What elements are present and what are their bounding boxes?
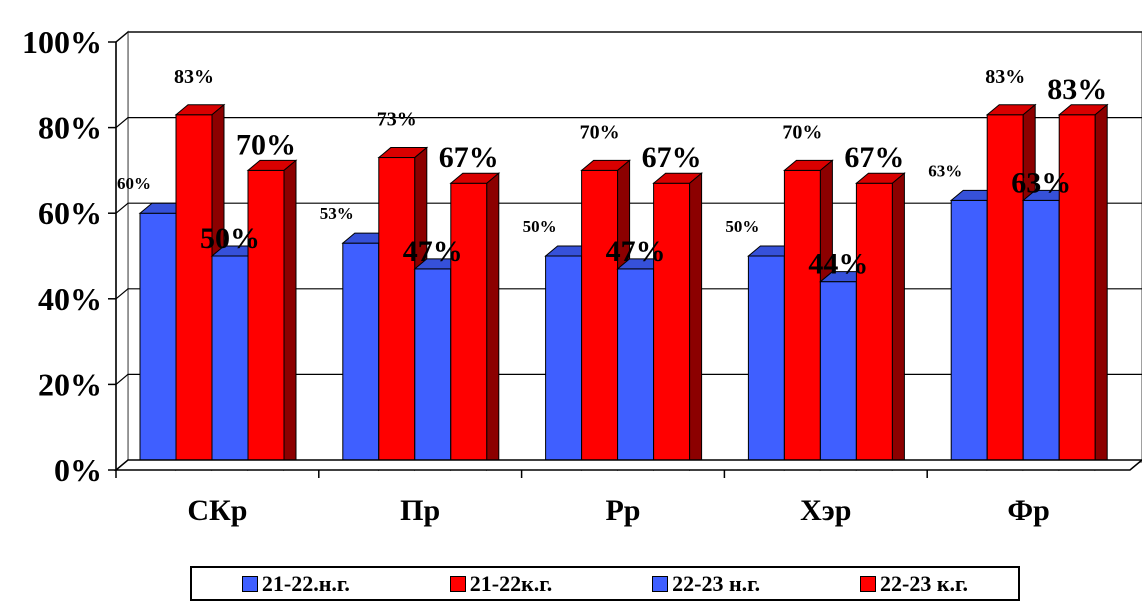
bar-side bbox=[891, 172, 905, 472]
data-label: 67% bbox=[439, 141, 499, 174]
bar-front bbox=[545, 255, 583, 471]
data-label: 70% bbox=[236, 128, 296, 161]
data-label: 47% bbox=[403, 235, 463, 268]
legend-item-series-4: 22-23 к.г. bbox=[860, 571, 968, 597]
x-axis-categories: СКр Пр Рр Хэр Фр bbox=[115, 470, 1050, 527]
bar-front bbox=[581, 169, 619, 471]
data-label: 50% bbox=[523, 217, 557, 236]
x-category-label: Фр bbox=[1007, 494, 1049, 527]
data-label: 83% bbox=[985, 66, 1025, 88]
data-label: 47% bbox=[606, 235, 666, 268]
bar-front bbox=[247, 169, 285, 471]
bar-side bbox=[1094, 103, 1108, 472]
bar bbox=[246, 159, 298, 472]
x-category-label: Хэр bbox=[800, 494, 851, 527]
y-tick-label: 60% bbox=[38, 195, 102, 231]
legend-item-series-3: 22-23 н.г. bbox=[652, 571, 760, 597]
y-tick-label: 20% bbox=[38, 366, 102, 402]
gridline bbox=[115, 31, 1142, 43]
bars bbox=[138, 103, 1109, 472]
legend-label-series-2: 21-22к.г. bbox=[469, 570, 553, 596]
bar-front bbox=[342, 242, 380, 471]
bar bbox=[449, 172, 501, 472]
bar-side bbox=[689, 172, 703, 472]
bar-front bbox=[378, 157, 416, 471]
y-tick-label: 80% bbox=[38, 110, 102, 146]
y-tick-label: 40% bbox=[38, 281, 102, 317]
data-label: 83% bbox=[1047, 73, 1107, 106]
legend-label-series-4: 22-23 к.г. bbox=[880, 570, 969, 596]
data-labels: 60% 83% 50% 70% 53% 73% 47% 67% 50% 70% 47% 67% 50% 7… bbox=[117, 66, 1107, 281]
y-axis-ticks: 0% 20% 40% 60% 80% 100% bbox=[22, 24, 1142, 488]
bar-side bbox=[283, 159, 297, 472]
bar-front bbox=[819, 281, 857, 471]
data-label: 73% bbox=[377, 109, 417, 131]
data-label: 83% bbox=[174, 66, 214, 88]
bar bbox=[855, 172, 906, 472]
legend: 21-22.н.г. 21-22к.г. 22-23 н.г. 22-23 к.… bbox=[190, 566, 1020, 601]
bar-front bbox=[139, 212, 177, 471]
data-label: 60% bbox=[117, 174, 151, 193]
bar-front bbox=[211, 255, 249, 471]
bar bbox=[652, 172, 703, 472]
legend-swatch-series-4 bbox=[860, 575, 877, 592]
data-label: 67% bbox=[844, 141, 904, 174]
y-tick-label: 100% bbox=[22, 24, 102, 60]
data-label: 50% bbox=[200, 222, 260, 255]
bar-front bbox=[653, 182, 691, 471]
data-label: 50% bbox=[725, 217, 759, 236]
bar bbox=[1057, 103, 1109, 472]
bar-front bbox=[747, 255, 785, 471]
bar-front bbox=[414, 268, 452, 471]
data-label: 63% bbox=[1011, 166, 1071, 199]
data-label: 70% bbox=[782, 121, 822, 143]
legend-item-series-1: 21-22.н.г. bbox=[241, 570, 350, 597]
bar-front bbox=[950, 199, 988, 471]
bar-front bbox=[855, 182, 893, 471]
bar-side bbox=[486, 172, 500, 472]
data-label: 67% bbox=[642, 141, 702, 174]
legend-item-series-2: 21-22к.г. bbox=[449, 570, 553, 597]
x-category-label: Рр bbox=[605, 494, 640, 527]
data-label: 70% bbox=[580, 121, 620, 143]
x-category-label: СКр bbox=[187, 494, 247, 527]
legend-swatch-series-2 bbox=[449, 575, 466, 592]
side-wall bbox=[115, 30, 129, 472]
y-tick-label: 0% bbox=[54, 452, 102, 488]
legend-swatch-series-3 bbox=[652, 575, 669, 592]
bar-front bbox=[617, 268, 655, 471]
x-category-label: Пр bbox=[400, 494, 440, 527]
bar-front bbox=[1022, 199, 1060, 471]
gridline bbox=[115, 116, 1142, 129]
data-label: 44% bbox=[808, 248, 868, 281]
data-label: 63% bbox=[928, 161, 962, 180]
legend-label-series-3: 22-23 н.г. bbox=[672, 570, 761, 596]
data-label: 53% bbox=[320, 204, 354, 223]
bar-front bbox=[450, 182, 488, 471]
legend-label-series-1: 21-22.н.г. bbox=[261, 570, 350, 596]
bar-front bbox=[175, 114, 213, 471]
floor bbox=[113, 459, 1142, 471]
bar-front bbox=[783, 169, 821, 471]
legend-swatch-series-1 bbox=[241, 575, 258, 592]
